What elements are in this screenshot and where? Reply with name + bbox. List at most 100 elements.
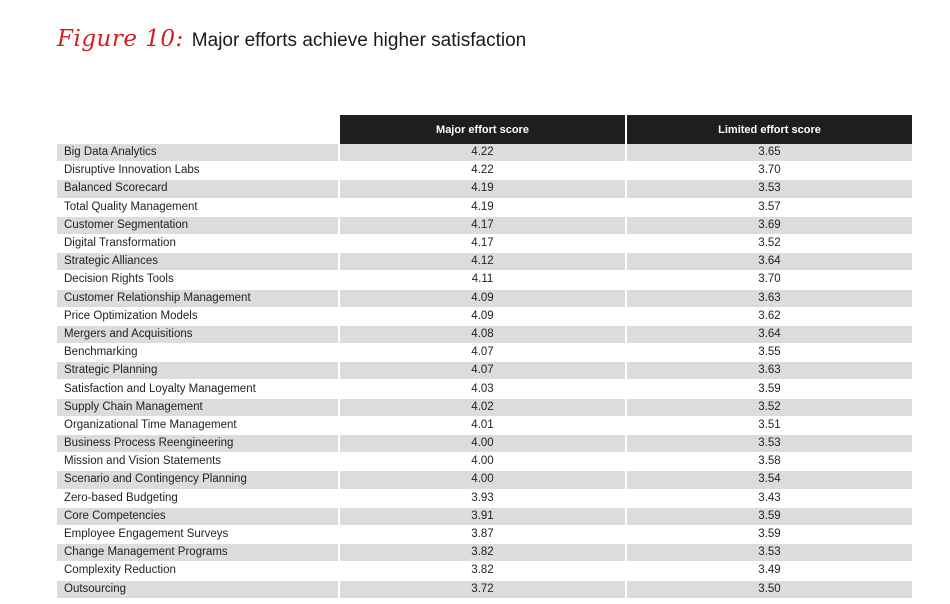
table-row: Complexity Reduction 3.82 3.49 [57, 561, 912, 581]
table-row: Strategic Planning 4.07 3.63 [57, 361, 912, 381]
figure-title-row: Figure 10: Major efforts achieve higher … [57, 26, 526, 52]
major-effort-cell: 4.19 [338, 179, 626, 199]
table-row: Digital Transformation 4.17 3.52 [57, 234, 912, 254]
limited-effort-cell: 3.54 [625, 470, 912, 490]
limited-effort-cell: 3.65 [625, 144, 912, 163]
header-blank-cell [57, 115, 339, 144]
row-label-cell: Organizational Time Management [57, 416, 339, 436]
row-label-cell: Customer Relationship Management [57, 289, 339, 308]
row-label-cell: Complexity Reduction [57, 561, 339, 581]
figure-label: Figure 10: [57, 26, 184, 52]
row-label-cell: Change Management Programs [57, 543, 339, 563]
row-label-cell: Balanced Scorecard [57, 179, 339, 199]
major-effort-cell: 3.93 [338, 489, 626, 508]
major-effort-cell: 3.82 [338, 543, 626, 563]
major-effort-cell: 3.72 [338, 580, 626, 599]
table-row: Supply Chain Management 4.02 3.52 [57, 398, 912, 417]
limited-effort-cell: 3.50 [625, 580, 912, 599]
limited-effort-cell: 3.69 [625, 216, 912, 235]
major-effort-cell: 4.03 [338, 379, 626, 399]
limited-effort-cell: 3.70 [625, 161, 912, 181]
major-effort-cell: 4.00 [338, 470, 626, 490]
major-effort-cell: 4.07 [338, 343, 626, 363]
major-effort-cell: 4.17 [338, 234, 626, 254]
limited-effort-cell: 3.63 [625, 361, 912, 381]
limited-effort-cell: 3.52 [625, 398, 912, 417]
row-label-cell: Zero-based Budgeting [57, 489, 339, 508]
header-major-effort: Major effort score [338, 115, 626, 144]
table-row: Business Process Reengineering 4.00 3.53 [57, 434, 912, 454]
major-effort-cell: 4.09 [338, 289, 626, 308]
row-label-cell: Scenario and Contingency Planning [57, 470, 339, 490]
satisfaction-table: Major effort score Limited effort score … [57, 115, 912, 599]
major-effort-cell: 4.19 [338, 198, 626, 217]
table-row: Outsourcing 3.72 3.50 [57, 580, 912, 599]
row-label-cell: Supply Chain Management [57, 398, 339, 417]
major-effort-cell: 4.09 [338, 307, 626, 326]
table-row: Benchmarking 4.07 3.55 [57, 343, 912, 363]
table-row: Strategic Alliances 4.12 3.64 [57, 252, 912, 272]
row-label-cell: Total Quality Management [57, 198, 339, 217]
limited-effort-cell: 3.49 [625, 561, 912, 581]
limited-effort-cell: 3.43 [625, 489, 912, 508]
limited-effort-cell: 3.53 [625, 434, 912, 454]
table-row: Satisfaction and Loyalty Management 4.03 3… [57, 379, 912, 399]
limited-effort-cell: 3.64 [625, 325, 912, 345]
row-label-cell: Decision Rights Tools [57, 270, 339, 290]
limited-effort-cell: 3.52 [625, 234, 912, 254]
table-row: Balanced Scorecard 4.19 3.53 [57, 179, 912, 199]
limited-effort-cell: 3.57 [625, 198, 912, 217]
limited-effort-cell: 3.59 [625, 379, 912, 399]
row-label-cell: Satisfaction and Loyalty Management [57, 379, 339, 399]
major-effort-cell: 3.87 [338, 525, 626, 545]
major-effort-cell: 4.00 [338, 452, 626, 472]
major-effort-cell: 4.12 [338, 252, 626, 272]
table-row: Core Competencies 3.91 3.59 [57, 507, 912, 526]
table-row: Zero-based Budgeting 3.93 3.43 [57, 489, 912, 508]
table-row: Scenario and Contingency Planning 4.00 3.5… [57, 470, 912, 490]
row-label-cell: Core Competencies [57, 507, 339, 526]
major-effort-cell: 4.22 [338, 161, 626, 181]
limited-effort-cell: 3.53 [625, 543, 912, 563]
table-row: Big Data Analytics 4.22 3.65 [57, 144, 912, 163]
figure-title: Major efforts achieve higher satisfactio… [191, 30, 527, 51]
major-effort-cell: 4.07 [338, 361, 626, 381]
major-effort-cell: 4.08 [338, 325, 626, 345]
table-header-row: Major effort score Limited effort score [57, 115, 912, 144]
row-label-cell: Big Data Analytics [57, 144, 339, 163]
major-effort-cell: 4.00 [338, 434, 626, 454]
row-label-cell: Mission and Vision Statements [57, 452, 339, 472]
major-effort-cell: 4.01 [338, 416, 626, 436]
row-label-cell: Mergers and Acquisitions [57, 325, 339, 345]
row-label-cell: Outsourcing [57, 580, 339, 599]
table-row: Decision Rights Tools 4.11 3.70 [57, 270, 912, 290]
limited-effort-cell: 3.64 [625, 252, 912, 272]
major-effort-cell: 4.22 [338, 144, 626, 163]
table-row: Price Optimization Models 4.09 3.62 [57, 307, 912, 326]
limited-effort-cell: 3.53 [625, 179, 912, 199]
limited-effort-cell: 3.55 [625, 343, 912, 363]
limited-effort-cell: 3.62 [625, 307, 912, 326]
limited-effort-cell: 3.59 [625, 525, 912, 545]
major-effort-cell: 3.82 [338, 561, 626, 581]
table-row: Disruptive Innovation Labs 4.22 3.70 [57, 161, 912, 181]
limited-effort-cell: 3.59 [625, 507, 912, 526]
row-label-cell: Strategic Planning [57, 361, 339, 381]
row-label-cell: Customer Segmentation [57, 216, 339, 235]
row-label-cell: Price Optimization Models [57, 307, 339, 326]
row-label-cell: Business Process Reengineering [57, 434, 339, 454]
table-body: Big Data Analytics 4.22 3.65 Disruptive Inn… [57, 144, 912, 599]
row-label-cell: Strategic Alliances [57, 252, 339, 272]
major-effort-cell: 4.17 [338, 216, 626, 235]
row-label-cell: Disruptive Innovation Labs [57, 161, 339, 181]
major-effort-cell: 4.11 [338, 270, 626, 290]
limited-effort-cell: 3.70 [625, 270, 912, 290]
limited-effort-cell: 3.51 [625, 416, 912, 436]
row-label-cell: Digital Transformation [57, 234, 339, 254]
limited-effort-cell: 3.63 [625, 289, 912, 308]
major-effort-cell: 4.02 [338, 398, 626, 417]
table-row: Customer Relationship Management 4.09 3.63 [57, 289, 912, 308]
major-effort-cell: 3.91 [338, 507, 626, 526]
limited-effort-cell: 3.58 [625, 452, 912, 472]
table-row: Change Management Programs 3.82 3.53 [57, 543, 912, 563]
